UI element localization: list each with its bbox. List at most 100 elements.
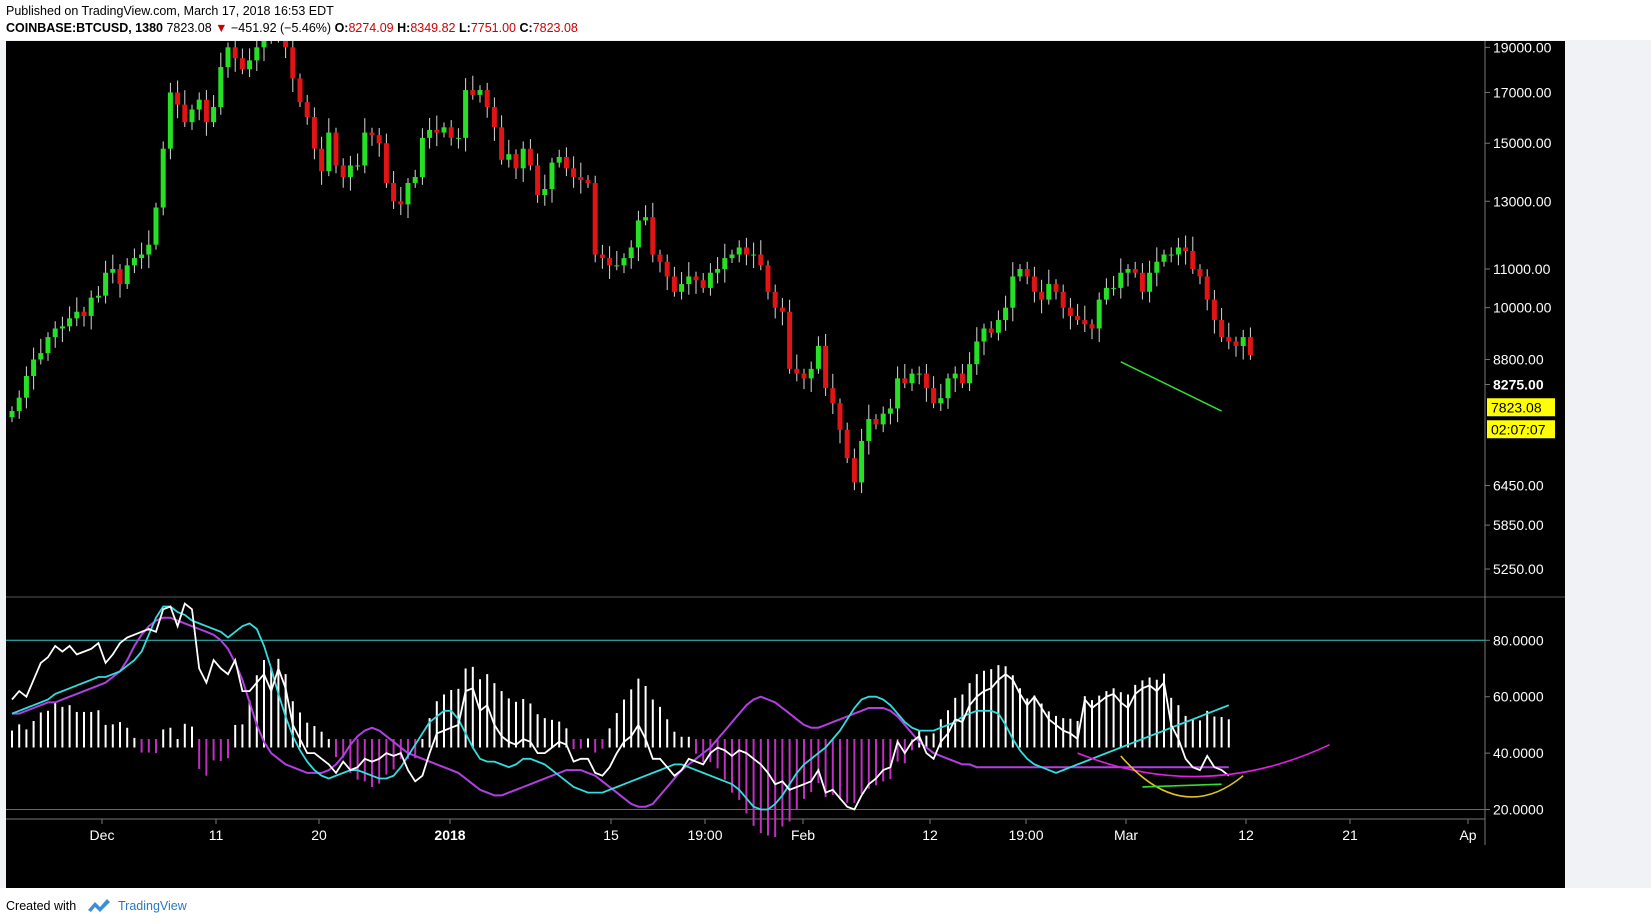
candle-body [1067,307,1073,316]
chart-canvas[interactable]: 19000.00 17000.00 15000.00 13000.00 11000.00… [6,22,1565,888]
candle-body [1118,272,1124,288]
time-tick-label: Mar [1114,827,1138,843]
candle-body [333,132,339,166]
candle-body [326,132,332,172]
candle-body [916,373,922,375]
countdown-label: 02:07:07 [1491,421,1546,437]
candle-body [815,345,821,369]
chart-area[interactable]: 19000.00 17000.00 15000.00 13000.00 11000.00… [6,22,1565,888]
oscillator-line [12,616,1229,808]
change-arrow-icon: ▼ [215,21,228,35]
candle-body [599,254,605,259]
candle-body [1175,247,1181,255]
candle-body [585,179,591,183]
candle-body [643,217,649,221]
low-value: 7751.00 [470,21,516,35]
candle-body [1039,291,1045,300]
candle-body [535,165,541,196]
tradingview-logo-icon [88,899,110,912]
candle-body [657,254,663,262]
candle-body [254,47,260,61]
candle-body [707,272,713,288]
candle-body [635,220,641,248]
price-tick-label: 8275.00 [1493,376,1544,392]
time-tick-label: 12 [922,827,938,843]
candle-body [455,137,461,139]
candle-body [167,92,173,149]
candle-body [175,92,181,105]
oscillator-curve [1077,743,1330,778]
candle-body [1247,337,1253,355]
candle-body [239,58,245,70]
candle-body [1233,341,1239,346]
candle-body [362,132,368,166]
candle-body [801,373,807,379]
candle-body [146,244,152,255]
candle-body [182,104,188,123]
time-tick-label: Feb [791,827,815,843]
candle-body [290,47,296,79]
candle-body [419,137,425,178]
candle-body [542,188,548,196]
candle-body [1017,269,1023,277]
candle-body [427,129,433,138]
price-tick-label: 10000.00 [1493,300,1552,316]
candle-body [981,328,987,342]
last-price-badge [1487,398,1555,417]
candle-body [16,397,22,412]
oscillator-tick-label: 60.0000 [1493,689,1544,705]
high-value: 8349.82 [410,21,456,35]
candle-body [952,373,958,379]
candle-body [1168,254,1174,256]
candle-body [866,418,872,441]
candle-body [434,129,440,133]
chart-header: Published on TradingView.com, March 17, … [0,0,1651,40]
candle-body [751,254,757,256]
candle-body [247,60,253,70]
candle-body [95,295,101,298]
created-with-caption: Created with [6,899,77,913]
candle-body [1075,315,1081,321]
candle-body [311,117,317,149]
candle-body [297,78,303,103]
candle-body [131,258,137,266]
candle-body [556,156,562,163]
time-tick-label: 20 [311,827,327,843]
candle-body [729,254,735,259]
candle-body [938,398,944,404]
time-tick-label: 19:00 [1008,827,1043,843]
candle-body [959,373,965,384]
time-tick-label: 21 [1342,827,1358,843]
candle-body [88,297,94,316]
candle-body [45,337,51,354]
candle-body [1183,247,1189,251]
open-value: 8274.09 [348,21,394,35]
symbol-legend: COINBASE:BTCUSD, 1380 7823.08 ▼ −451.92 … [6,21,578,35]
candle-body [196,99,202,110]
time-tick-label: 15 [603,827,619,843]
candle-body [1219,320,1225,338]
candle-body [931,388,937,404]
tradingview-brand[interactable]: TradingView [118,899,187,913]
candle-body [1147,272,1153,292]
low-label: L: [459,21,471,35]
last-price-label: 7823.08 [1491,399,1542,415]
candle-body [1031,276,1037,292]
candle-body [405,182,411,205]
candle-body [895,378,901,409]
candle-body [23,375,29,398]
candle-body [1240,337,1246,346]
symbol-name: COINBASE:BTCUSD, 1380 [6,21,163,35]
candle-body [686,276,692,285]
oscillator-tick-label: 80.0000 [1493,632,1544,648]
candle-body [38,353,44,360]
candle-body [1154,261,1160,273]
candle-body [880,413,886,425]
candle-body [715,269,721,273]
candle-body [355,165,361,167]
candle-body [700,280,706,288]
candle-body [1003,307,1009,321]
time-tick-label: Ap [1459,827,1476,843]
oscillator-line [11,602,1230,811]
price-tick-label: 5850.00 [1493,517,1544,533]
